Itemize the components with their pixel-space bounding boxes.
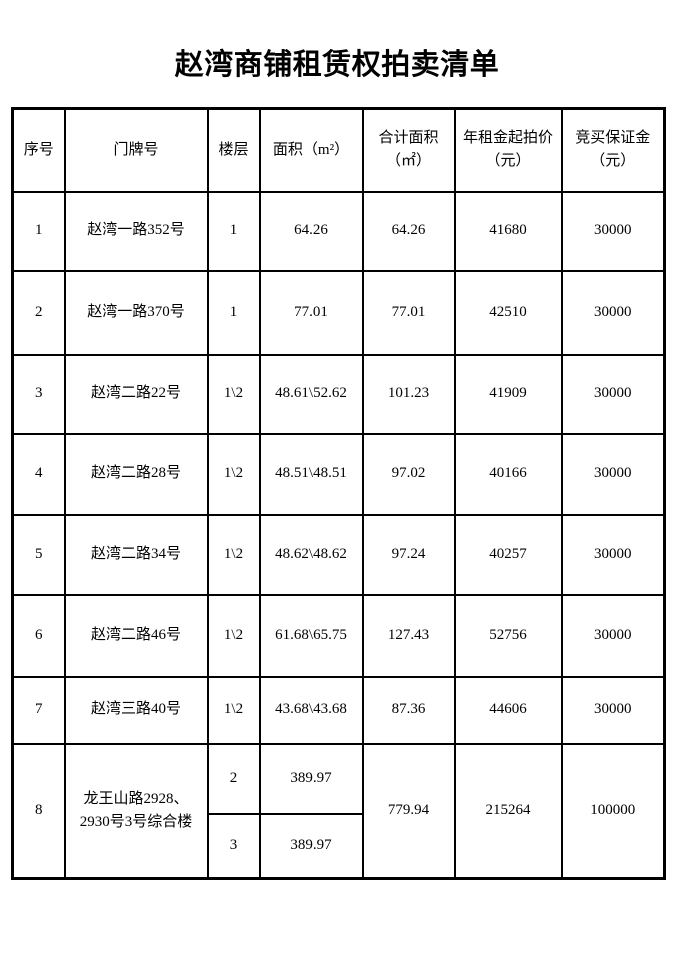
cell-seq: 2: [11, 269, 66, 356]
cell-area: 64.26: [258, 190, 364, 272]
cell-deposit: 30000: [560, 513, 666, 596]
cell-floor: 2: [206, 742, 261, 815]
cell-floor: 1\2: [206, 513, 261, 596]
cell-starting-price: 40257: [453, 513, 563, 596]
cell-deposit: 30000: [560, 190, 666, 272]
cell-starting-price: 41680: [453, 190, 563, 272]
cell-deposit: 30000: [560, 269, 666, 356]
cell-total-area: 97.24: [361, 513, 456, 596]
cell-seq: 7: [11, 675, 66, 745]
cell-starting-price: 215264: [453, 742, 563, 880]
cell-total-area: 779.94: [361, 742, 456, 880]
table-row: 6 赵湾二路46号 1\2 61.68\65.75 127.43 52756 3…: [11, 593, 666, 678]
cell-floor: 3: [206, 812, 261, 880]
cell-address: 赵湾二路46号: [63, 593, 209, 678]
cell-seq: 5: [11, 513, 66, 596]
cell-area: 48.61\52.62: [258, 353, 364, 435]
table-row-merged-bottom: 3 389.97: [13, 812, 665, 880]
table-row: 5 赵湾二路34号 1\2 48.62\48.62 97.24 40257 30…: [11, 513, 666, 596]
cell-seq: 6: [11, 593, 66, 678]
cell-address: 赵湾一路352号: [63, 190, 209, 272]
cell-deposit: 30000: [560, 353, 666, 435]
cell-floor: 1\2: [206, 353, 261, 435]
cell-total-area: 64.26: [361, 190, 456, 272]
cell-floor: 1\2: [206, 593, 261, 678]
cell-address: 赵湾二路34号: [63, 513, 209, 596]
header-row: 序号 门牌号 楼层 面积（m²） 合计面积 （㎡） 年租金起拍价 （元） 竞买保…: [11, 107, 666, 193]
cell-starting-price: 52756: [453, 593, 563, 678]
header-address: 门牌号: [63, 107, 209, 193]
table-row: 2 赵湾一路370号 1 77.01 77.01 42510 30000: [11, 269, 666, 356]
table-row: 1 赵湾一路352号 1 64.26 64.26 41680 30000: [11, 190, 666, 272]
auction-table: 序号 门牌号 楼层 面积（m²） 合计面积 （㎡） 年租金起拍价 （元） 竞买保…: [11, 107, 666, 880]
cell-floor: 1\2: [206, 432, 261, 516]
cell-area: 389.97: [258, 812, 364, 880]
cell-total-area: 97.02: [361, 432, 456, 516]
header-total-area: 合计面积 （㎡）: [361, 107, 456, 193]
table-row-merged-top: 8 龙王山路2928、 2930号3号综合楼 2 389.97 779.94 2…: [11, 742, 666, 880]
cell-address: 赵湾二路22号: [63, 353, 209, 435]
cell-deposit: 100000: [560, 742, 666, 880]
cell-seq: 3: [11, 353, 66, 435]
cell-area: 61.68\65.75: [258, 593, 364, 678]
cell-address: 赵湾三路40号: [63, 675, 209, 745]
cell-deposit: 30000: [560, 432, 666, 516]
cell-total-area: 87.36: [361, 675, 456, 745]
cell-area: 48.51\48.51: [258, 432, 364, 516]
cell-address: 龙王山路2928、 2930号3号综合楼: [63, 742, 209, 880]
cell-floor: 1\2: [206, 675, 261, 745]
table-row: 4 赵湾二路28号 1\2 48.51\48.51 97.02 40166 30…: [11, 432, 666, 516]
cell-seq: 1: [11, 190, 66, 272]
document-title: 赵湾商铺租赁权拍卖清单: [174, 49, 500, 81]
cell-deposit: 30000: [560, 593, 666, 678]
cell-seq: 4: [11, 432, 66, 516]
cell-total-area: 77.01: [361, 269, 456, 356]
cell-area: 389.97: [258, 742, 364, 815]
cell-seq: 8: [11, 742, 66, 880]
cell-floor: 1: [206, 269, 261, 356]
cell-address: 赵湾二路28号: [63, 432, 209, 516]
table-row: 7 赵湾三路40号 1\2 43.68\43.68 87.36 44606 30…: [11, 675, 666, 745]
cell-area: 77.01: [258, 269, 364, 356]
header-seq: 序号: [11, 107, 66, 193]
header-floor: 楼层: [206, 107, 261, 193]
header-area: 面积（m²）: [258, 107, 364, 193]
cell-starting-price: 40166: [453, 432, 563, 516]
cell-address: 赵湾一路370号: [63, 269, 209, 356]
cell-floor: 1: [206, 190, 261, 272]
cell-starting-price: 41909: [453, 353, 563, 435]
cell-total-area: 127.43: [361, 593, 456, 678]
cell-total-area: 101.23: [361, 353, 456, 435]
cell-area: 43.68\43.68: [258, 675, 364, 745]
header-starting-price: 年租金起拍价 （元）: [453, 107, 563, 193]
cell-area: 48.62\48.62: [258, 513, 364, 596]
cell-starting-price: 42510: [453, 269, 563, 356]
cell-starting-price: 44606: [453, 675, 563, 745]
header-deposit: 竞买保证金 （元）: [560, 107, 666, 193]
table-row: 3 赵湾二路22号 1\2 48.61\52.62 101.23 41909 3…: [11, 353, 666, 435]
cell-deposit: 30000: [560, 675, 666, 745]
